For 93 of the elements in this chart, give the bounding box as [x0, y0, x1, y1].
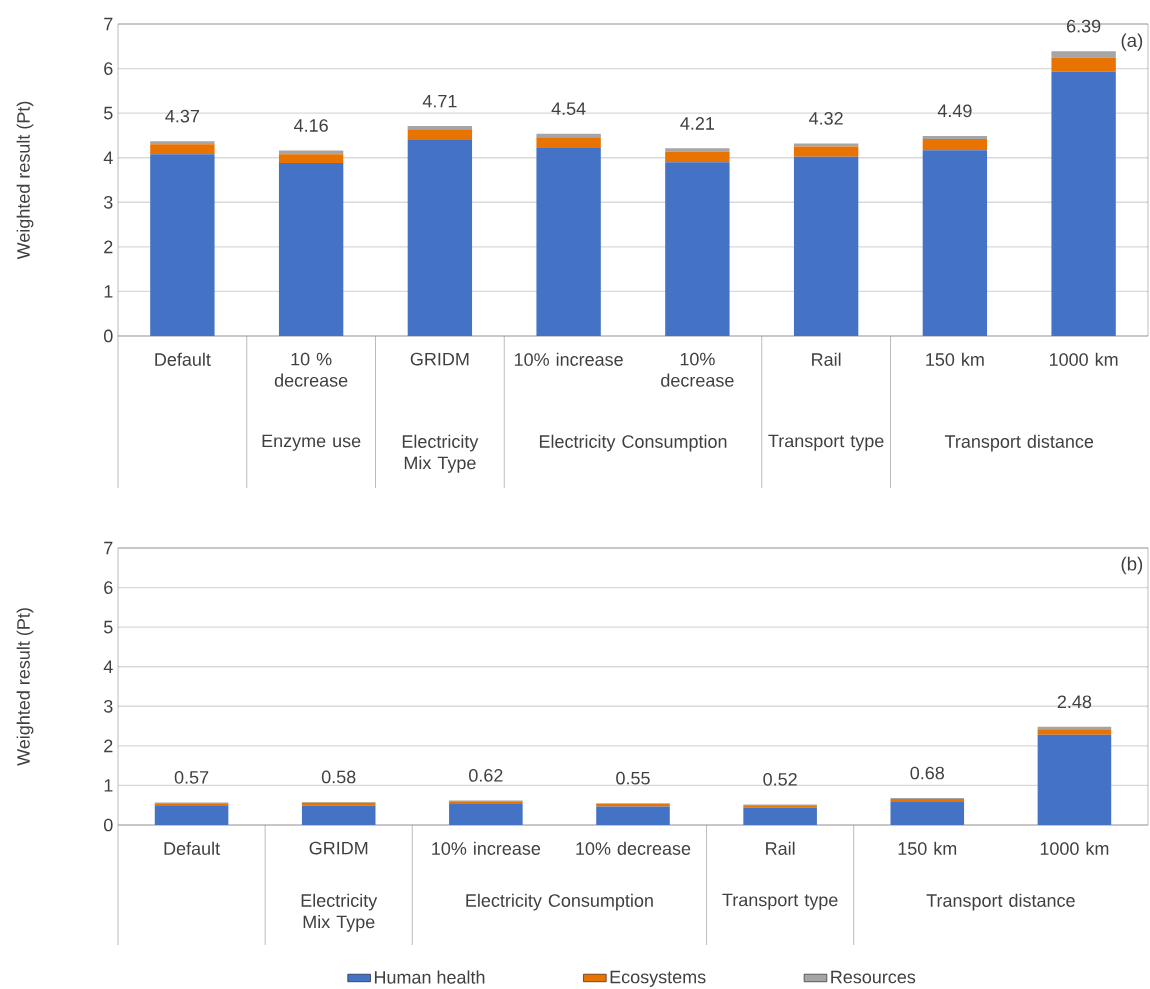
y-tick-label: 6: [104, 581, 113, 594]
x-tick-label: 10% increase: [514, 352, 623, 366]
y-tick-label: 3: [103, 195, 113, 209]
total-label: 6.39: [1067, 19, 1101, 33]
total-label: 0.55: [616, 771, 650, 785]
bar: [922, 135, 988, 139]
bar: [278, 154, 344, 164]
bar: [793, 143, 859, 147]
x-tick-label: 1000 km: [1049, 352, 1118, 366]
bar: [536, 147, 601, 336]
x-tick-label: 10% decrease: [576, 841, 691, 855]
total-label: 4.16: [294, 119, 328, 132]
bar: [150, 154, 215, 336]
bar: [449, 804, 523, 825]
y-tick-label: 5: [104, 620, 113, 634]
text: Transport type: [768, 434, 884, 451]
x-tick-label: Rail: [766, 841, 795, 855]
annotation: (a): [1121, 33, 1143, 51]
text: Electricity Consumption: [539, 434, 727, 452]
y-tick-label: 0: [104, 818, 113, 832]
bar: [1037, 734, 1112, 825]
text: Electricity Mix Type: [402, 434, 479, 473]
bar: [890, 798, 965, 803]
y-tick-label: 1: [104, 285, 113, 298]
legend-label: Resources: [831, 970, 916, 984]
bar: [665, 162, 730, 336]
bar: [407, 126, 473, 130]
annotation: (b): [1121, 556, 1143, 575]
bar: [407, 139, 473, 336]
x-tick-label: 150 km: [898, 841, 957, 855]
total-label: 4.37: [165, 109, 199, 123]
bar: [922, 139, 988, 151]
bar: [1051, 51, 1116, 58]
total-label: 4.21: [680, 117, 715, 130]
y-tick-label: 2: [104, 240, 113, 254]
text: Electricity Mix Type: [301, 893, 378, 932]
total-label: 4.54: [551, 102, 586, 115]
y-tick-label: 7: [104, 541, 113, 555]
x-tick-label: 150 km: [926, 352, 984, 366]
bar: [793, 156, 859, 336]
bar: [150, 141, 215, 145]
y-tick-label: 6: [104, 62, 113, 75]
x-tick-label: Default: [155, 352, 211, 366]
total-label: 4.71: [422, 94, 457, 108]
y-axis-title: Weighted result (Pt): [16, 608, 34, 766]
bar: [1051, 71, 1116, 336]
x-tick-label: 10% increase: [432, 841, 541, 855]
x-tick-label: GRIDM: [410, 352, 469, 366]
y-tick-label: 2: [104, 739, 113, 753]
y-tick-label: 3: [103, 699, 113, 713]
bar: [743, 807, 817, 825]
bar: [665, 148, 730, 152]
total-label: 0.52: [763, 772, 797, 786]
bar: [793, 146, 859, 157]
bar: [922, 150, 988, 336]
y-axis-title: Weighted result (Pt): [16, 101, 34, 260]
bar: [278, 163, 344, 336]
y-tick-label: 4: [103, 660, 113, 673]
bar: [1037, 729, 1112, 735]
y-tick-label: 0: [104, 329, 113, 343]
bar: [665, 151, 730, 163]
x-tick-label: Rail: [812, 352, 841, 366]
bar: [301, 805, 376, 825]
y-tick-label: 1: [104, 779, 113, 792]
x-tick-label: 10 % decrease: [274, 352, 348, 387]
total-label: 4.49: [937, 104, 972, 118]
total-label: 4.32: [809, 112, 843, 125]
text: Transport distance: [944, 434, 1094, 452]
y-tick-label: 7: [104, 17, 113, 31]
x-tick-label: GRIDM: [309, 841, 368, 855]
total-label: 0.62: [469, 769, 503, 782]
text: Enzyme use: [262, 434, 361, 451]
bar: [154, 806, 229, 825]
bar: [890, 802, 965, 825]
y-tick-label: 5: [104, 106, 113, 120]
y-tick-label: 4: [103, 151, 113, 164]
legend-label: Human health: [374, 970, 485, 984]
total-label: 0.58: [321, 770, 356, 784]
bar: [407, 129, 473, 140]
bar: [1051, 57, 1116, 72]
x-tick-label: 1000 km: [1040, 841, 1109, 855]
bar: [596, 806, 670, 825]
x-tick-label: 10% decrease: [661, 352, 734, 387]
total-label: 0.68: [910, 766, 944, 780]
total-label: 2.48: [1057, 695, 1092, 709]
legend-label: Ecosystems: [610, 970, 706, 987]
text: Electricity Consumption: [466, 893, 653, 911]
text: Transport distance: [926, 893, 1075, 911]
bar: [150, 144, 215, 155]
bar: [536, 137, 601, 148]
total-label: 0.57: [174, 770, 209, 784]
text: Transport type: [722, 893, 838, 910]
x-tick-label: Default: [164, 841, 220, 855]
